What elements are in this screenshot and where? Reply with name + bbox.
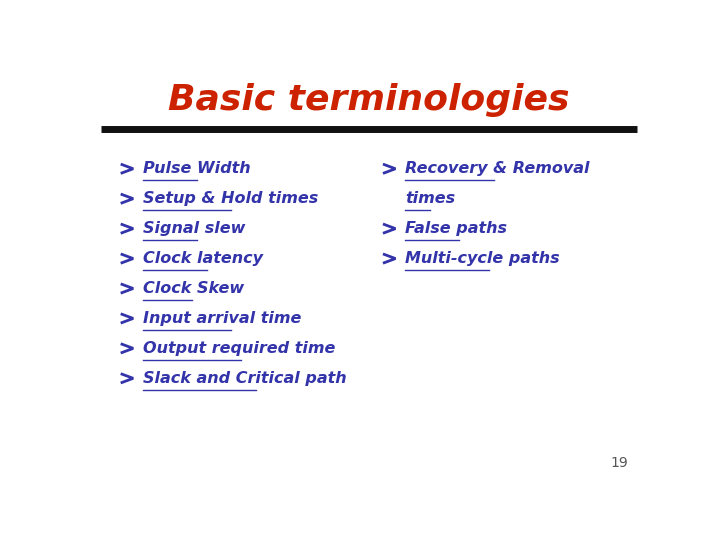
Text: Input arrival time: Input arrival time: [143, 311, 302, 326]
Text: Recovery & Removal: Recovery & Removal: [405, 161, 590, 176]
Text: False paths: False paths: [405, 221, 508, 236]
Text: Output required time: Output required time: [143, 341, 336, 356]
Text: Clock latency: Clock latency: [143, 251, 263, 266]
Text: times: times: [405, 191, 455, 206]
Text: Slack and Critical path: Slack and Critical path: [143, 371, 346, 386]
Text: Basic terminologies: Basic terminologies: [168, 83, 570, 117]
Text: Multi-cycle paths: Multi-cycle paths: [405, 251, 560, 266]
Text: Setup & Hold times: Setup & Hold times: [143, 191, 318, 206]
Text: 19: 19: [611, 456, 629, 470]
Text: Clock Skew: Clock Skew: [143, 281, 244, 296]
Text: Signal slew: Signal slew: [143, 221, 246, 236]
Text: Pulse Width: Pulse Width: [143, 161, 251, 176]
